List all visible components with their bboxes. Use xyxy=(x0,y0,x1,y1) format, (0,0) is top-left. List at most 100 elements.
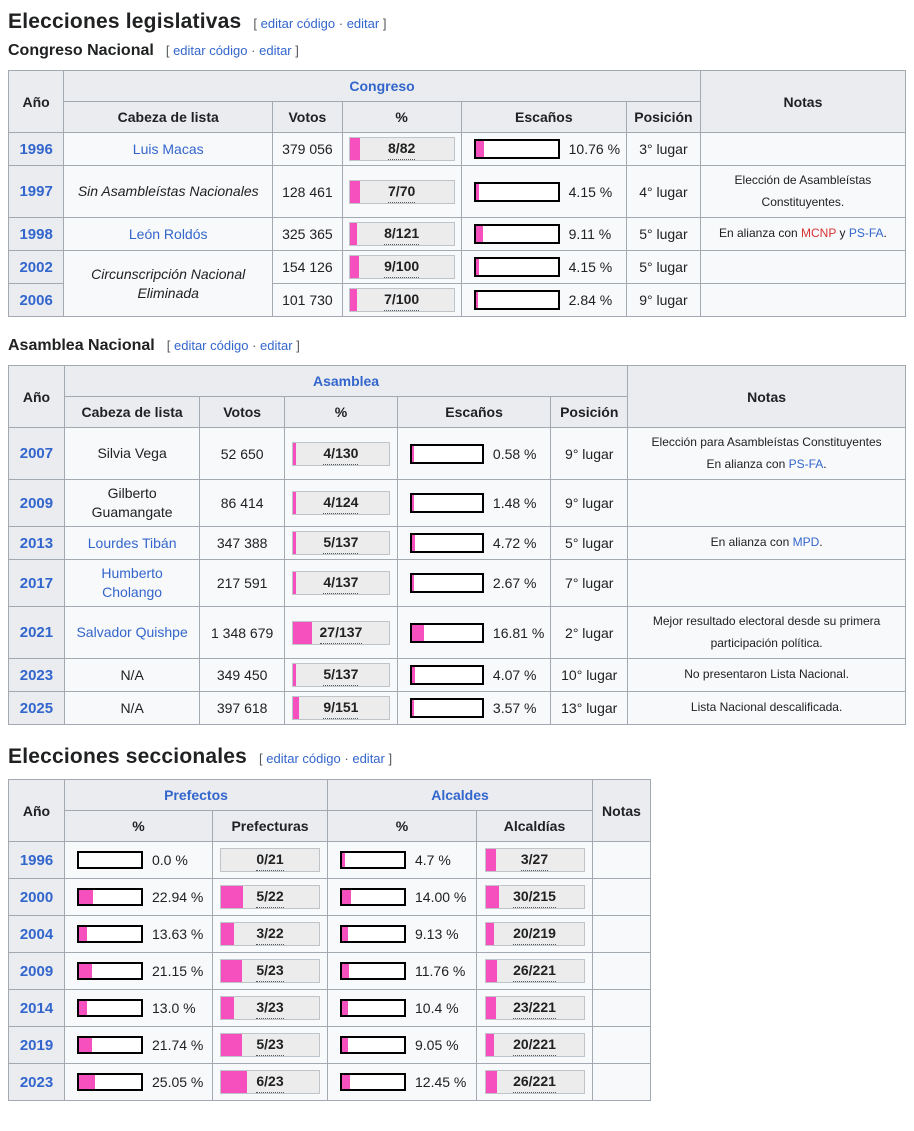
note-text: Lista Nacional descalificada. xyxy=(690,700,843,715)
percent-bar-fill xyxy=(475,183,480,200)
year-link[interactable]: 2007 xyxy=(19,445,54,463)
percent-bar-fill xyxy=(79,890,94,905)
position-value: 5° lugar xyxy=(550,526,629,561)
candidate-name: N/A xyxy=(120,666,144,683)
col-header-prefecturas: Prefecturas xyxy=(212,810,328,843)
seats-bar-fill xyxy=(485,960,498,983)
year-link[interactable]: 2023 xyxy=(19,666,54,684)
year-link[interactable]: 2006 xyxy=(19,291,53,309)
congreso-link[interactable]: Congreso xyxy=(349,78,415,94)
year-cell: 2025 xyxy=(8,691,65,726)
year-link[interactable]: 2013 xyxy=(19,534,54,552)
year-link[interactable]: 2002 xyxy=(19,258,53,276)
edit-link[interactable]: editar xyxy=(352,751,385,767)
year-link[interactable]: 2000 xyxy=(19,888,54,906)
percent-bar xyxy=(340,999,406,1018)
note-link-psfa[interactable]: PS-FA xyxy=(788,456,824,471)
col-header-pct: % xyxy=(283,396,398,429)
table-row: 2000 22.94 % 5/22 14.00 % 30/215 xyxy=(8,878,651,917)
seats-bar-fill xyxy=(292,532,297,555)
year-link[interactable]: 2014 xyxy=(19,999,54,1017)
seats-label: 5/22 xyxy=(256,886,284,909)
seats-bar: 26/221 xyxy=(484,1070,585,1095)
year-link[interactable]: 2023 xyxy=(19,1073,54,1091)
percent-cell: 2.67 % xyxy=(396,559,552,607)
year-link[interactable]: 1998 xyxy=(19,225,53,243)
votes-value: 154 126 xyxy=(272,250,343,285)
note-cell xyxy=(592,1026,651,1065)
candidate-cell: N/A xyxy=(63,691,201,726)
edit-link[interactable]: editar xyxy=(259,43,292,58)
prefecturas-cell: 3/22 xyxy=(212,915,328,954)
note-link-psfa[interactable]: PS-FA xyxy=(848,226,884,241)
candidate-link[interactable]: Humberto Cholango xyxy=(101,565,163,601)
seats-bar: 3/22 xyxy=(220,922,320,947)
position-value: 5° lugar xyxy=(626,217,701,252)
seats-bar-fill xyxy=(292,697,299,720)
col-header-year: Año xyxy=(8,779,65,843)
candidate-name: N/A xyxy=(120,699,144,716)
year-link[interactable]: 2004 xyxy=(19,925,54,943)
percent-label: 21.15 % xyxy=(152,963,204,980)
percent-bar-fill xyxy=(475,226,484,243)
seats-cell: 9/100 xyxy=(341,250,462,285)
seats-bar: 5/22 xyxy=(220,885,320,910)
candidate-name: Gilberto Guamangate xyxy=(91,485,173,521)
note-cell xyxy=(592,1063,651,1102)
edit-link[interactable]: editar xyxy=(260,338,293,354)
year-link[interactable]: 2025 xyxy=(19,699,54,717)
note-text: . xyxy=(883,226,887,241)
seats-label: 8/82 xyxy=(388,138,416,160)
percent-bar-fill xyxy=(475,259,480,276)
seats-label: 6/23 xyxy=(256,1071,284,1094)
year-link[interactable]: 2019 xyxy=(19,1036,54,1054)
candidate-link[interactable]: Luis Macas xyxy=(132,140,204,157)
edit-links: [ editar código · editar ] xyxy=(253,16,386,31)
edit-link[interactable]: editar xyxy=(346,16,380,31)
alcaldias-cell: 3/27 xyxy=(476,841,593,880)
note-cell: Mejor resultado electoral desde su prime… xyxy=(627,605,906,660)
candidate-link[interactable]: Lourdes Tibán xyxy=(87,534,177,551)
votes-value: 349 450 xyxy=(199,658,285,693)
year-link[interactable]: 2017 xyxy=(19,574,54,592)
seats-bar: 30/215 xyxy=(484,885,585,910)
table-row: 2021 Salvador Quishpe 1 348 679 27/137 1… xyxy=(8,605,906,660)
note-cell: En alianza con MCNP y PS-FA. xyxy=(699,217,907,252)
position-value: 7° lugar xyxy=(550,559,629,607)
col-header-votos: Votos xyxy=(272,101,343,133)
year-link[interactable]: 1997 xyxy=(19,183,53,201)
note-link-mpd[interactable]: MPD xyxy=(792,535,820,550)
year-link[interactable]: 1996 xyxy=(19,140,53,158)
edit-code-link[interactable]: editar código xyxy=(260,16,336,31)
percent-label: 10.4 % xyxy=(415,1000,459,1017)
seats-cell: 5/137 xyxy=(283,526,398,561)
percent-label: 11.76 % xyxy=(415,963,466,980)
group-header-prefectos: Prefectos xyxy=(64,779,328,812)
candidate-link[interactable]: León Roldós xyxy=(128,225,208,242)
seats-bar: 20/219 xyxy=(484,922,585,947)
note-link-mcnp[interactable]: MCNP xyxy=(801,226,837,241)
col-header-escanos: Escaños xyxy=(460,101,628,133)
percent-bar xyxy=(473,290,560,311)
edit-code-link[interactable]: editar código xyxy=(173,338,249,354)
seats-label: 26/221 xyxy=(513,960,556,983)
percent-bar xyxy=(473,139,560,159)
year-link[interactable]: 1996 xyxy=(19,851,54,869)
candidate-link[interactable]: Salvador Quishpe xyxy=(76,624,188,641)
percent-bar xyxy=(409,443,484,464)
seats-bar-fill xyxy=(221,997,234,1020)
year-link[interactable]: 2021 xyxy=(19,624,54,642)
seats-cell: 4/124 xyxy=(283,479,398,528)
year-cell: 1997 xyxy=(7,164,65,219)
edit-code-link[interactable]: editar código xyxy=(173,43,248,58)
alcaldes-link[interactable]: Alcaldes xyxy=(431,787,489,804)
asamblea-link[interactable]: Asamblea xyxy=(312,373,380,390)
seats-cell: 8/82 xyxy=(341,132,462,166)
percent-bar xyxy=(77,962,143,981)
year-link[interactable]: 2009 xyxy=(19,962,54,980)
alc-percent-cell: 9.13 % xyxy=(327,915,477,954)
year-link[interactable]: 2009 xyxy=(19,494,54,512)
edit-code-link[interactable]: editar código xyxy=(266,751,341,767)
position-value: 4° lugar xyxy=(626,164,701,219)
prefectos-link[interactable]: Prefectos xyxy=(164,787,228,804)
